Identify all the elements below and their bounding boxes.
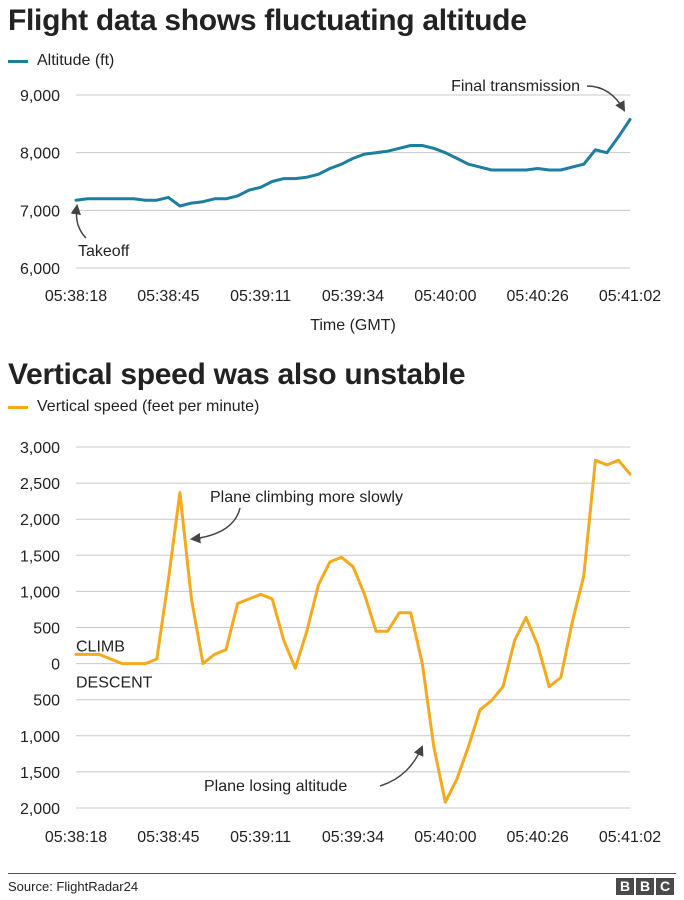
x-tick-label: 05:41:02	[599, 829, 661, 846]
x-tick-label: 05:39:11	[230, 829, 291, 846]
x-tick-label: 05:38:18	[45, 829, 107, 846]
climb-label: CLIMB	[76, 639, 125, 656]
x-tick-label: 05:39:11	[230, 288, 291, 305]
y-tick-label: 1,000	[20, 729, 60, 746]
annotation-arrow	[379, 745, 424, 787]
y-tick-label: 9,000	[20, 88, 60, 105]
bbc-logo-letter: B	[636, 878, 654, 895]
annotation-label: Final transmission	[451, 78, 580, 95]
vertical-speed-legend-swatch	[8, 405, 28, 409]
altitude-chart-title: Flight data shows fluctuating altitude	[8, 4, 527, 37]
vertical-speed-legend: Vertical speed (feet per minute)	[8, 398, 259, 416]
annotation-arrow	[586, 85, 626, 112]
bbc-logo-letter: B	[616, 878, 634, 895]
y-tick-label: 7,000	[20, 203, 60, 220]
x-tick-label: 05:40:00	[414, 288, 476, 305]
x-tick-label: 05:38:45	[137, 829, 199, 846]
annotation-arrow	[189, 507, 241, 544]
vertical-speed-chart-title: Vertical speed was also unstable	[8, 358, 466, 391]
y-tick-label: 500	[33, 621, 60, 638]
y-tick-label: 2,500	[20, 476, 60, 493]
descent-label: DESCENT	[76, 675, 153, 692]
y-tick-label: 0	[51, 657, 60, 674]
y-tick-label: 6,000	[20, 261, 60, 278]
y-tick-label: 500	[33, 693, 60, 710]
annotation-label: Plane climbing more slowly	[210, 489, 403, 506]
source-note: Source: FlightRadar24	[8, 879, 139, 894]
x-tick-label: 05:40:26	[507, 829, 569, 846]
altitude-chart: 6,000 7,000 8,000 9,000 05:38:18 05:38:45 05:3…	[20, 78, 661, 334]
x-tick-label: 05:39:34	[322, 288, 384, 305]
x-tick-label: 05:38:45	[137, 288, 199, 305]
x-tick-label: 05:39:34	[322, 829, 384, 846]
altitude-legend: Altitude (ft)	[8, 52, 114, 70]
y-tick-label: 2,000	[20, 512, 60, 529]
y-tick-label: 1,000	[20, 584, 60, 601]
vertical-speed-chart: 2,000 1,500 1,000 500 0 500 1,000 1,500 2,000 2,5…	[20, 440, 661, 846]
altitude-legend-label: Altitude (ft)	[37, 52, 115, 69]
x-tick-label: 05:40:00	[414, 829, 476, 846]
altitude-legend-swatch	[8, 59, 28, 63]
annotation-label: Takeoff	[78, 243, 130, 260]
x-tick-label: 05:41:02	[599, 288, 661, 305]
footer-divider	[8, 873, 676, 874]
annotation-arrow	[70, 203, 87, 239]
altitude-line	[74, 118, 632, 208]
x-axis-label: Time (GMT)	[310, 317, 396, 334]
bbc-logo-letter: C	[656, 878, 674, 895]
annotation-label: Plane losing altitude	[204, 778, 347, 795]
vertical-speed-line	[74, 458, 632, 804]
y-tick-label: 3,000	[20, 440, 60, 457]
y-tick-label: 2,000	[20, 801, 60, 818]
y-tick-label: 1,500	[20, 548, 60, 565]
x-tick-label: 05:40:26	[507, 288, 569, 305]
bbc-logo: B B C	[616, 878, 674, 895]
y-tick-label: 8,000	[20, 146, 60, 163]
y-tick-label: 1,500	[20, 765, 60, 782]
x-tick-label: 05:38:18	[45, 288, 107, 305]
vertical-speed-legend-label: Vertical speed (feet per minute)	[37, 398, 260, 415]
